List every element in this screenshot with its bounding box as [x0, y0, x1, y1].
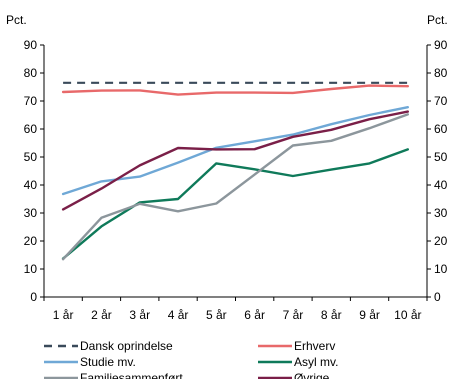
y-tick-label-right: 20 [434, 234, 448, 248]
x-tick-label: 10 år [394, 308, 421, 322]
x-tick-label: 6 år [244, 308, 265, 322]
y-tick-label-right: 10 [434, 262, 448, 276]
x-tick-label: 7 år [283, 308, 304, 322]
x-tick-label: 9 år [359, 308, 380, 322]
axes: 0 0 10 10 20 20 30 30 40 40 50 50 60 60 70 70 80 80 90 90 1 … [24, 38, 448, 322]
y-tick-label-right: 90 [434, 38, 448, 52]
x-tick-label: 1 år [53, 308, 74, 322]
x-tick-label: 3 år [129, 308, 150, 322]
y-tick-label-right: 30 [434, 206, 448, 220]
y-tick-label-left: 70 [24, 94, 38, 108]
series-line-5 [61, 110, 409, 211]
x-tick-label: 8 år [321, 308, 342, 322]
legend-label: Øvrige [294, 371, 330, 379]
series-line-2 [61, 105, 409, 196]
legend-label: Dansk oprindelse [80, 339, 173, 353]
y-tick-label-right: 0 [434, 290, 441, 304]
y-tick-label-right: 70 [434, 94, 448, 108]
legend: Dansk oprindelse Erhverv Studie mv. Asyl mv… [44, 339, 338, 379]
x-tick-label: 2 år [91, 308, 112, 322]
y-tick-label-left: 10 [24, 262, 38, 276]
y-tick-label-left: 20 [24, 234, 38, 248]
y-tick-label-left: 0 [30, 290, 37, 304]
legend-label: Studie mv. [80, 355, 136, 369]
y-tick-label-right: 80 [434, 66, 448, 80]
y-tick-label-left: 60 [24, 122, 38, 136]
legend-label: Familiesammenført [80, 371, 183, 379]
legend-label: Erhverv [294, 339, 335, 353]
y-tick-label-left: 50 [24, 150, 38, 164]
y-tick-label-left: 30 [24, 206, 38, 220]
series-line-1 [61, 84, 409, 96]
y-tick-label-right: 40 [434, 178, 448, 192]
series-lines [61, 81, 409, 261]
y-tick-label-left: 90 [24, 38, 38, 52]
y-axis-label-left: Pct. [6, 13, 27, 27]
y-tick-label-right: 50 [434, 150, 448, 164]
x-tick-label: 4 år [168, 308, 189, 322]
x-tick-label: 5 år [206, 308, 227, 322]
y-axis-label-right: Pct. [427, 13, 448, 27]
legend-label: Asyl mv. [294, 355, 338, 369]
y-tick-label-left: 80 [24, 66, 38, 80]
y-tick-label-right: 60 [434, 122, 448, 136]
series-line-3 [61, 148, 409, 260]
y-tick-label-left: 40 [24, 178, 38, 192]
series-line-4 [61, 113, 409, 261]
